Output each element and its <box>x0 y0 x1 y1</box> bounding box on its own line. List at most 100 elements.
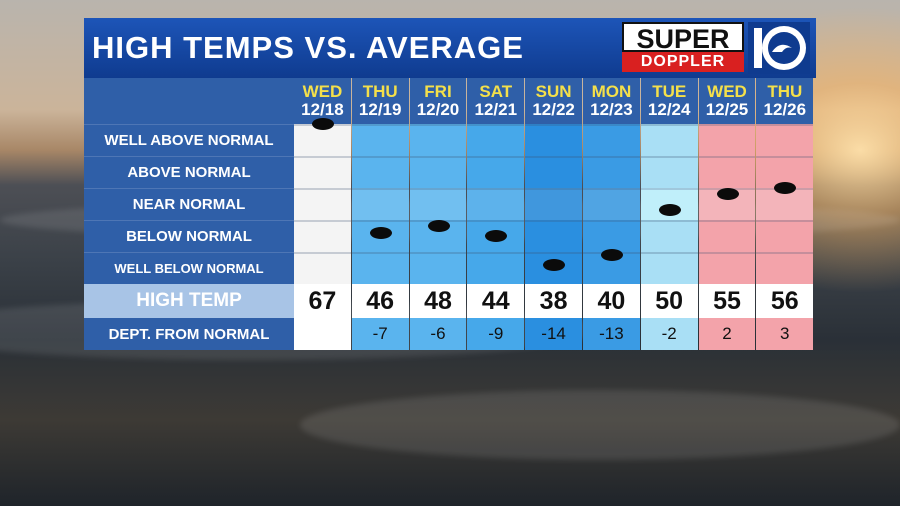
high-temp-value: 44 <box>467 284 525 318</box>
departure-value <box>294 318 351 350</box>
day-header: SAT 12/21 <box>467 78 525 124</box>
day-of-week: THU <box>362 82 398 101</box>
category-cell <box>698 124 756 156</box>
high-temp-value: 46 <box>351 284 409 318</box>
category-label: NEAR NORMAL <box>84 188 294 220</box>
high-temp-value: 38 <box>525 284 582 318</box>
temperature-marker <box>543 258 566 271</box>
day-date: 12/18 <box>301 100 344 119</box>
day-date: 12/25 <box>705 100 749 119</box>
high-temp-value: 67 <box>294 284 351 318</box>
header-corner <box>84 78 294 124</box>
temperature-marker <box>369 226 392 239</box>
category-cell <box>640 124 698 156</box>
temperature-marker <box>658 204 681 217</box>
day-of-week: THU <box>767 82 803 101</box>
temperature-marker <box>716 188 739 201</box>
category-cell <box>294 220 351 252</box>
day-header: THU 12/19 <box>351 78 409 124</box>
category-cell <box>351 156 409 188</box>
day-header: SUN 12/22 <box>525 78 582 124</box>
category-cell <box>583 220 640 252</box>
category-cell <box>467 124 525 156</box>
logo-doppler-text: DOPPLER <box>622 52 744 72</box>
category-cell <box>756 252 814 284</box>
category-cell <box>294 156 351 188</box>
category-cell <box>351 252 409 284</box>
day-date: 12/21 <box>474 100 518 119</box>
day-date: 12/20 <box>416 100 460 119</box>
category-cell <box>467 252 525 284</box>
category-cell <box>583 156 640 188</box>
day-of-week: WED <box>707 82 747 101</box>
high-temp-value: 50 <box>640 284 698 318</box>
category-cell <box>467 156 525 188</box>
temperature-marker <box>427 220 450 233</box>
category-cell <box>698 252 756 284</box>
day-date: 12/24 <box>647 100 691 119</box>
category-cell <box>640 156 698 188</box>
temperature-marker <box>485 230 508 242</box>
category-label: BELOW NORMAL <box>84 220 294 252</box>
temperature-grid: WELL ABOVE NORMAL ABOVE NORMAL NEAR NORMAL… <box>84 78 816 350</box>
departure-value: -14 <box>525 318 582 350</box>
category-cell <box>409 124 467 156</box>
departure-value: -2 <box>640 318 698 350</box>
day-header: WED 12/18 <box>294 78 351 124</box>
day-of-week: FRI <box>424 82 452 101</box>
category-cell <box>525 124 582 156</box>
category-cell <box>294 188 351 220</box>
day-of-week: SAT <box>479 82 513 101</box>
category-label: WELL ABOVE NORMAL <box>84 124 294 156</box>
station-logo: SUPER DOPPLER <box>622 22 812 74</box>
category-cell <box>351 124 409 156</box>
category-cell <box>640 220 698 252</box>
category-cell <box>756 124 814 156</box>
day-header: FRI 12/20 <box>409 78 467 124</box>
departure-value: -7 <box>351 318 409 350</box>
category-cell <box>525 188 582 220</box>
day-date: 12/19 <box>358 100 402 119</box>
high-temp-value: 48 <box>409 284 467 318</box>
high-temp-value: 40 <box>583 284 640 318</box>
day-date: 12/23 <box>590 100 633 119</box>
category-cell <box>525 156 582 188</box>
departure-value: 3 <box>756 318 814 350</box>
category-label: ABOVE NORMAL <box>84 156 294 188</box>
high-temp-value: 55 <box>698 284 756 318</box>
category-cell <box>467 188 525 220</box>
day-date: 12/26 <box>763 100 807 119</box>
category-cell <box>409 252 467 284</box>
title-bar: HIGH TEMPS VS. AVERAGE SUPER DOPPLER <box>84 18 816 78</box>
category-cell <box>525 220 582 252</box>
high-temp-value: 56 <box>756 284 814 318</box>
temperature-marker <box>311 118 334 130</box>
departure-value: 2 <box>698 318 756 350</box>
category-cell <box>583 124 640 156</box>
day-of-week: MON <box>591 82 632 101</box>
category-cell <box>583 188 640 220</box>
temperature-marker <box>774 182 797 194</box>
departure-value: -13 <box>583 318 640 350</box>
high-temp-label: HIGH TEMP <box>84 284 294 318</box>
category-cell <box>698 220 756 252</box>
channel-10-logo-icon <box>748 22 810 74</box>
page-title: HIGH TEMPS VS. AVERAGE <box>92 30 524 65</box>
category-cell <box>409 156 467 188</box>
category-cell <box>294 252 351 284</box>
day-of-week: WED <box>302 82 343 101</box>
day-date: 12/22 <box>532 100 575 119</box>
day-header: TUE 12/24 <box>640 78 698 124</box>
temperature-marker <box>600 249 623 262</box>
category-cell <box>698 156 756 188</box>
category-cell <box>409 188 467 220</box>
day-header: THU 12/26 <box>756 78 814 124</box>
departure-value: -9 <box>467 318 525 350</box>
departure-value: -6 <box>409 318 467 350</box>
category-cell <box>756 220 814 252</box>
category-cell <box>351 188 409 220</box>
day-of-week: SUN <box>535 82 572 101</box>
day-of-week: TUE <box>652 82 687 101</box>
day-header: WED 12/25 <box>698 78 756 124</box>
category-label: WELL BELOW NORMAL <box>84 252 294 284</box>
